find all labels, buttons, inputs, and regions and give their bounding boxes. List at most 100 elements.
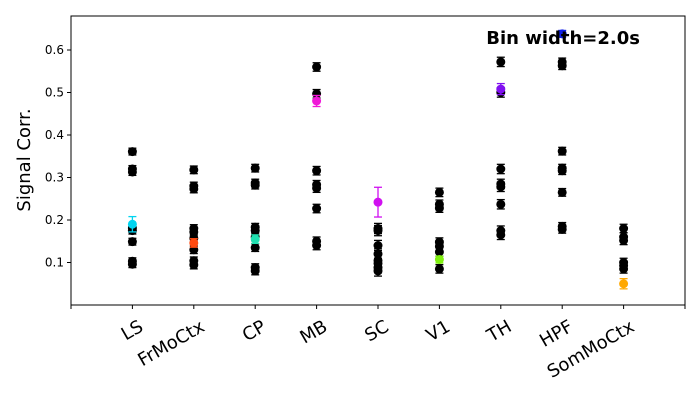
x-tick-label: FrMoCtx [134,316,208,371]
data-point [496,230,506,240]
x-tick-label: HPF [536,316,577,352]
data-point [189,260,199,270]
y-tick-label: 0.5 [45,86,64,100]
highlight-data-point [434,255,444,265]
black-data-point [127,259,137,269]
black-data-point [557,224,567,234]
black-data-point [312,62,322,72]
data-point [312,204,322,214]
data-point [127,167,137,177]
black-data-point [434,203,444,214]
black-data-point [127,237,137,247]
x-tick-label: SC [361,316,392,346]
y-tick-label: 0.1 [45,256,64,270]
black-data-point [127,167,137,177]
data-point [496,84,506,94]
black-data-point [189,184,199,194]
data-point [434,247,444,257]
black-data-point [496,163,506,175]
highlight-data-point [189,238,199,248]
data-point [496,57,506,67]
black-data-point [619,263,629,274]
highlight-data-point [250,234,260,245]
black-data-point [189,260,199,270]
highlight-data-point [619,277,629,290]
black-data-point [557,166,567,176]
highlight-data-point [127,215,137,233]
data-point [619,224,629,233]
highlight-data-point [373,186,383,218]
data-point [127,219,137,229]
black-data-point [250,266,260,276]
data-point [496,164,506,174]
data-point [189,238,199,248]
black-data-point [619,223,629,234]
black-data-point [312,183,322,194]
data-point [312,183,322,193]
black-data-point [557,146,567,156]
black-data-point [434,263,444,274]
data-point [312,96,322,106]
data-point [189,184,199,194]
data-point [127,147,137,157]
data-point [250,234,260,244]
data-point [250,243,260,253]
data-point [127,259,137,269]
black-data-point [312,240,322,251]
y-axis-label: Signal Corr. [14,108,35,211]
data-point [127,237,137,247]
data-point [373,197,383,207]
black-data-point [434,187,444,198]
y-tick-label: 0.3 [45,171,64,185]
data-point [557,29,567,39]
y-tick-label: 0.2 [45,213,64,227]
black-data-point [496,56,506,68]
black-data-point [250,180,260,190]
data-point [496,182,506,192]
data-point [250,163,260,173]
black-data-point [557,61,567,71]
data-point [312,62,322,72]
black-data-point [557,187,567,197]
x-tick-label: V1 [423,316,454,346]
plot-marks [127,29,629,290]
black-data-point [250,163,260,173]
data-point [434,255,444,265]
data-point [557,166,567,176]
data-point [434,203,444,213]
data-point [557,224,567,234]
data-point [373,249,383,259]
data-point [312,166,322,176]
highlight-data-point [557,29,567,39]
data-point [373,226,383,236]
x-tick-label: LS [118,316,147,345]
black-data-point [127,147,137,157]
data-point [312,241,322,250]
data-point [619,264,629,274]
data-point [557,61,567,71]
data-point [250,266,260,276]
x-tick-label: CP [239,316,270,346]
y-tick-label: 0.6 [45,43,64,57]
data-point [434,187,444,197]
highlight-data-point [312,94,322,108]
data-point [189,165,199,175]
x-tick-label: MB [296,316,331,348]
black-data-point [496,229,506,241]
data-point [557,187,567,197]
data-point [619,279,629,289]
data-point [373,241,383,250]
data-point [373,266,383,276]
data-point [250,180,260,190]
x-tick-label: TH [483,316,516,347]
black-data-point [312,165,322,176]
black-data-point [496,181,506,193]
data-point [434,264,444,274]
bin-width-annotation: Bin width=2.0s [486,28,640,49]
data-point [496,199,506,209]
highlight-data-point [496,82,506,96]
y-axis: 0.1 0.2 0.3 0.4 0.5 0.6 [45,43,71,270]
black-data-point [250,243,260,253]
